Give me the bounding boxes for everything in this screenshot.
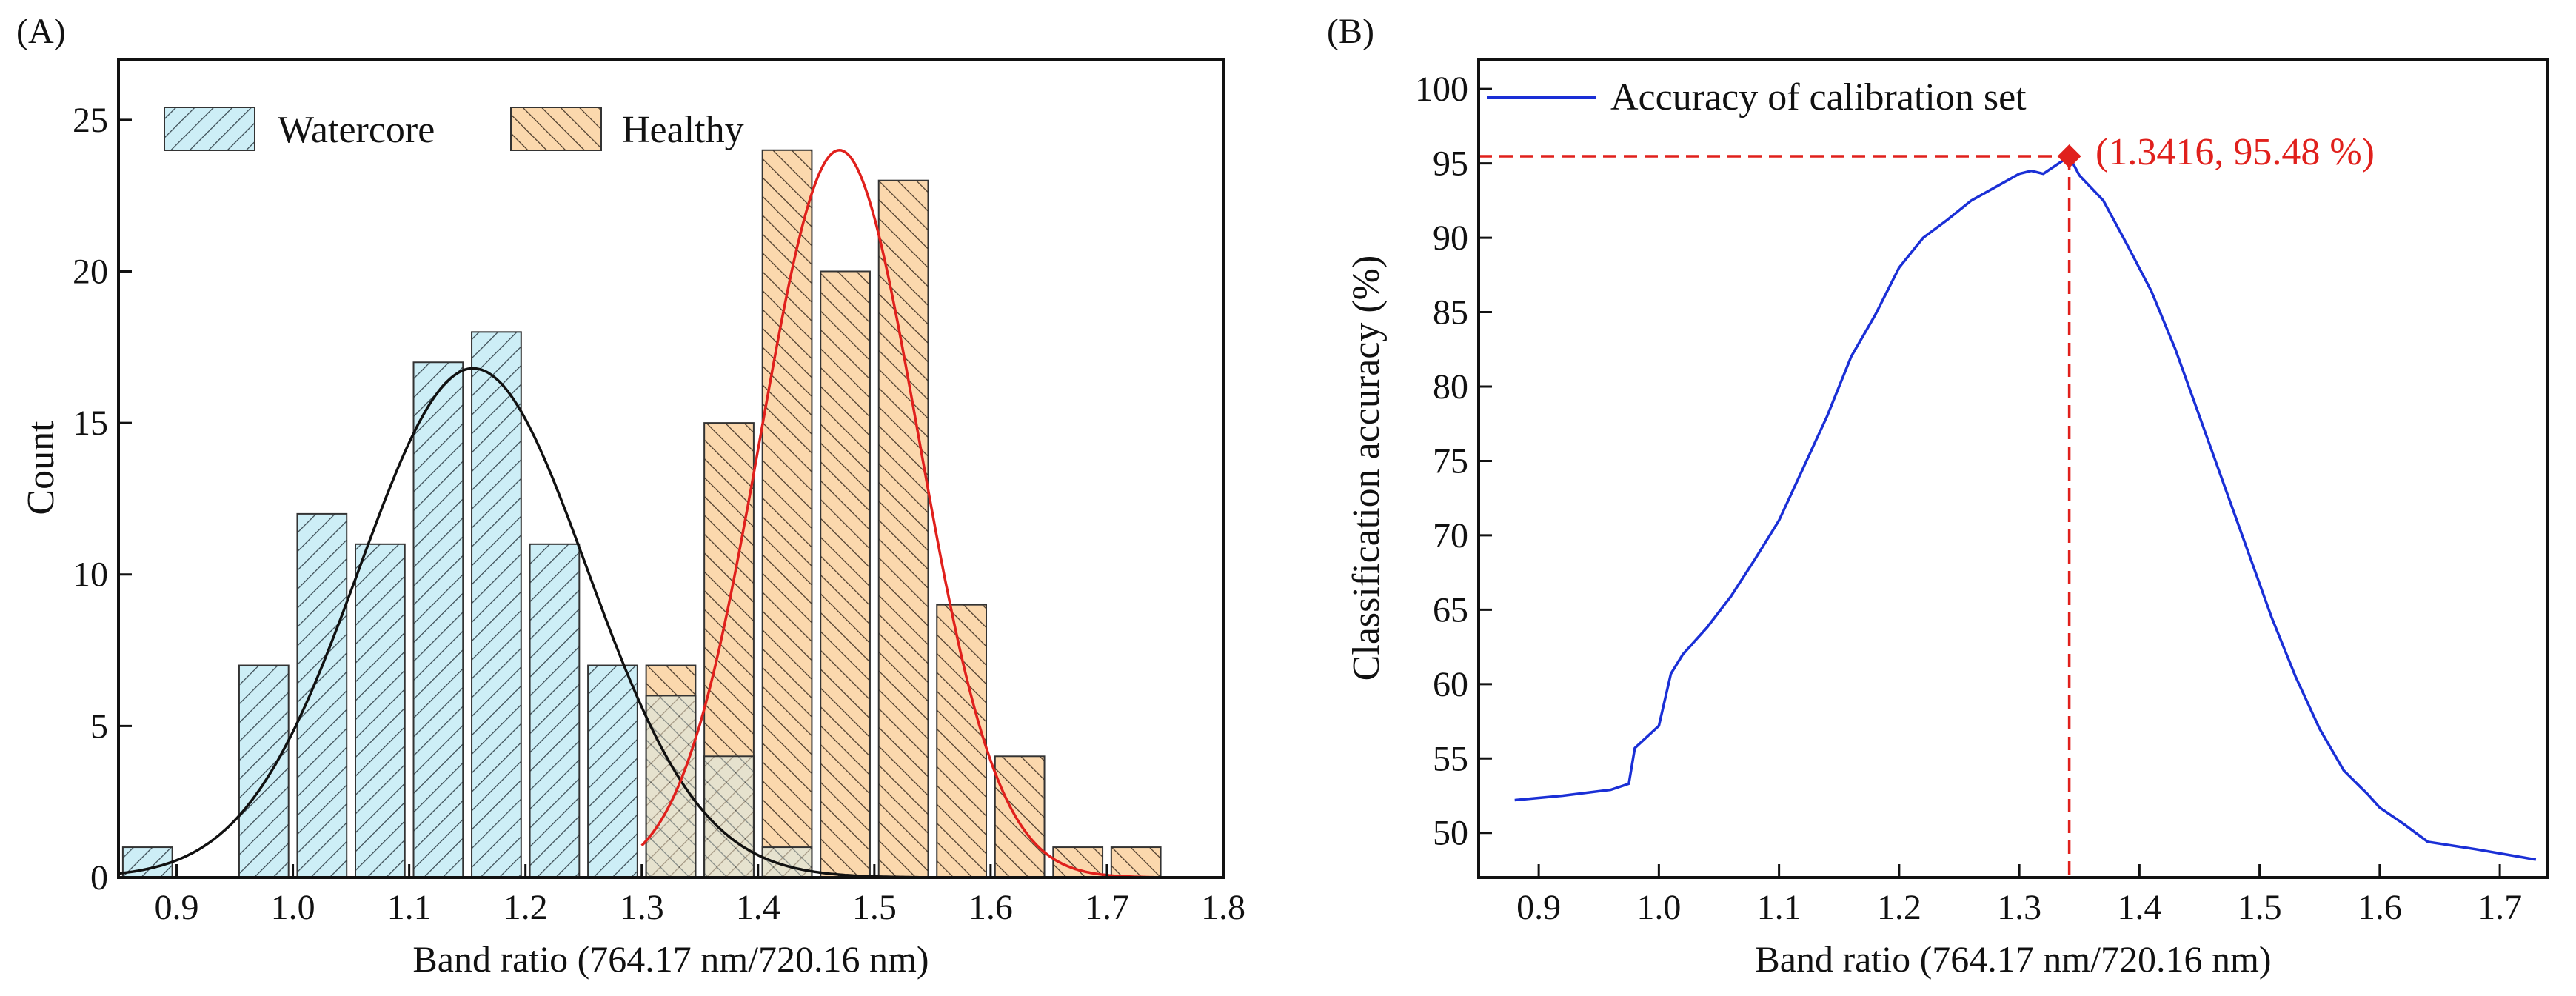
y-tick-label-b: 65 (1433, 590, 1468, 629)
y-tick-label-a: 10 (73, 555, 108, 595)
x-tick-label-a: 1.5 (852, 888, 897, 927)
x-axis-title-a: Band ratio (764.17 nm/720.16 nm) (412, 938, 929, 980)
legend-swatch-healthy (510, 107, 602, 151)
plot-frame-b (1477, 58, 2549, 879)
optimum-label: (1.3416, 95.48 %) (2095, 131, 2375, 173)
healthy-bar (820, 270, 871, 878)
x-tick-label-b: 1.7 (2478, 888, 2522, 927)
legend-swatch-watercore (164, 107, 255, 151)
optimum-guides (1479, 155, 2071, 878)
y-tick-label-a: 15 (73, 404, 108, 443)
y-tick-label-b: 80 (1433, 367, 1468, 407)
y-tick-label-b: 50 (1433, 814, 1468, 853)
x-tick-label-a: 1.7 (1085, 888, 1129, 927)
healthy-fit-curve (640, 149, 1154, 879)
x-tick-label-a: 1.3 (620, 888, 664, 927)
watercore-bar (587, 664, 638, 878)
x-tick-label-a: 1.0 (271, 888, 315, 927)
y-tick-label-b: 55 (1433, 739, 1468, 778)
accuracy-line (1514, 144, 2537, 861)
x-tick-label-a: 1.1 (387, 888, 432, 927)
axes-b: 0.9 1.0 1.1 1.2 1.3 1.4 1.5 1.6 1.7 50 55 60 65 70 75 8… (1415, 70, 2522, 927)
legend-label-healthy: Healthy (622, 109, 744, 151)
watercore-bar-overlap (761, 846, 813, 879)
watercore-bar-overlap (645, 695, 697, 879)
y-tick-label-b: 85 (1433, 293, 1468, 332)
y-tick-label-b: 95 (1433, 144, 1468, 184)
x-tick-label-b: 0.9 (1516, 888, 1561, 927)
y-tick-label-a: 5 (90, 706, 108, 746)
y-tick-label-a: 0 (90, 858, 108, 898)
x-tick-label-b: 1.4 (2117, 888, 2161, 927)
y-tick-label-b: 90 (1433, 218, 1468, 258)
watercore-bar (238, 664, 290, 878)
watercore-bar (412, 361, 464, 878)
accuracy-series-line (1514, 155, 2537, 861)
fit-curves (118, 149, 1154, 879)
x-tick-label-a: 1.8 (1201, 888, 1245, 927)
x-tick-label-b: 1.0 (1636, 888, 1681, 927)
y-tick-label-b: 70 (1433, 516, 1468, 555)
x-tick-label-b: 1.1 (1757, 888, 1801, 927)
watercore-bar (471, 331, 522, 879)
x-axis-title-b: Band ratio (764.17 nm/720.16 nm) (1755, 938, 2271, 980)
histogram-panel: (A) 0.9 1.0 1.1 1.2 1.3 1.4 1.5 1.6 1.7 1.8 0 5 10 15… (16, 12, 1245, 980)
panel-b-label: (B) (1327, 12, 1374, 51)
y-tick-label-b: 100 (1415, 70, 1468, 109)
axes-a: 0.9 1.0 1.1 1.2 1.3 1.4 1.5 1.6 1.7 1.8 0 5 10 15 20 25 (73, 101, 1245, 927)
healthy-bar (877, 179, 929, 879)
histogram-bars (121, 149, 1162, 879)
legend-label-accuracy: Accuracy of calibration set (1610, 76, 2027, 118)
optimum-marker (2057, 144, 2081, 168)
x-tick-label-b: 1.6 (2358, 888, 2402, 927)
legend-b: Accuracy of calibration set (1487, 76, 2027, 118)
plot-frame-a (117, 58, 1225, 879)
healthy-bar (1110, 846, 1162, 879)
watercore-bar (296, 512, 348, 879)
x-tick-label-b: 1.2 (1877, 888, 1921, 927)
panel-a-label: (A) (16, 12, 66, 51)
x-tick-label-a: 1.6 (968, 888, 1013, 927)
accuracy-panel: (B) 0.9 1.0 1.1 1.2 1.3 1.4 1.5 1.6 1.7 50 55 60 65 7… (1327, 12, 2549, 980)
x-tick-label-a: 0.9 (155, 888, 199, 927)
healthy-bar (994, 755, 1046, 879)
healthy-bar (936, 604, 988, 879)
legend-a: Watercore Healthy (164, 107, 744, 151)
y-axis-title-b: Classification accuracy (%) (1345, 255, 1388, 681)
y-axis-title-a: Count (20, 421, 62, 515)
watercore-bar (529, 543, 581, 878)
watercore-bar-overlap (703, 755, 755, 879)
healthy-bar (761, 149, 813, 878)
y-tick-label-a: 20 (73, 252, 108, 291)
y-tick-label-b: 75 (1433, 441, 1468, 481)
x-tick-label-b: 1.5 (2238, 888, 2282, 927)
y-tick-label-b: 60 (1433, 665, 1468, 704)
x-tick-label-a: 1.4 (736, 888, 780, 927)
x-tick-label-a: 1.2 (504, 888, 548, 927)
y-tick-label-a: 25 (73, 101, 108, 140)
legend-label-watercore: Watercore (278, 109, 435, 151)
x-tick-label-b: 1.3 (1997, 888, 2041, 927)
watercore-fit-curve (118, 367, 945, 879)
watercore-bar (354, 543, 406, 878)
